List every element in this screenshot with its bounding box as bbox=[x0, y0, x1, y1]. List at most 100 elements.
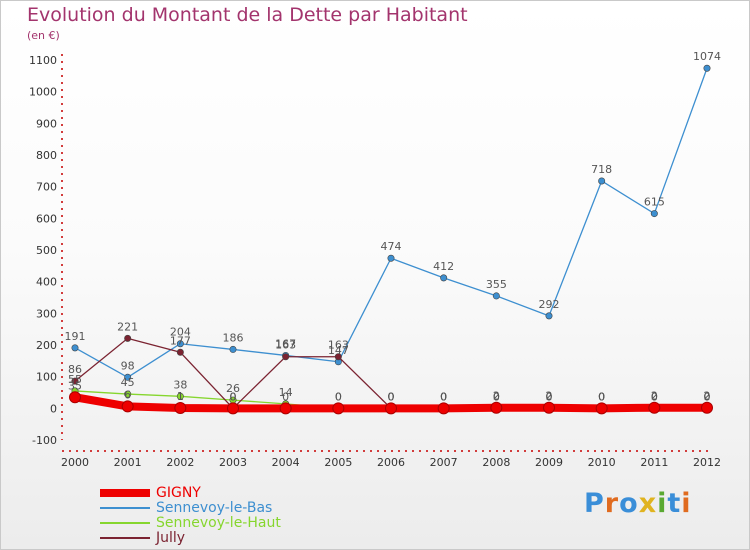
data-label-sennevoy-le-bas: 98 bbox=[121, 359, 135, 372]
logo-letter: P bbox=[584, 488, 605, 519]
data-point-sennevoy-le-bas bbox=[598, 177, 606, 185]
y-tick-label: 500 bbox=[36, 244, 57, 257]
data-point-sennevoy-le-bas bbox=[440, 274, 448, 282]
y-tick-label: 100 bbox=[36, 371, 57, 384]
legend-item-sennevoy-le-haut: Sennevoy-le-Haut bbox=[100, 515, 281, 530]
data-label-gigny: 0 bbox=[388, 390, 395, 403]
data-label-jully: 221 bbox=[117, 320, 138, 333]
data-point-gigny bbox=[279, 402, 292, 415]
legend-swatch-sennevoy-le-bas bbox=[100, 506, 150, 509]
data-label-sennevoy-le-bas: 147 bbox=[328, 344, 349, 357]
data-label-sennevoy-le-haut: 0 bbox=[546, 390, 553, 403]
data-label-jully: 163 bbox=[275, 339, 296, 352]
data-label-gigny: 1 bbox=[177, 390, 184, 403]
legend-swatch-jully bbox=[100, 536, 150, 539]
y-tick-label: 900 bbox=[36, 117, 57, 130]
y-tick-label: 1000 bbox=[29, 86, 57, 99]
chart-title: Evolution du Montant de la Dette par Hab… bbox=[27, 4, 468, 26]
data-point-gigny bbox=[595, 402, 608, 415]
data-label-sennevoy-le-haut: 14 bbox=[279, 386, 293, 399]
data-point-gigny bbox=[121, 400, 134, 413]
logo-letter: x bbox=[638, 488, 658, 519]
chart-axes: -100010020030040050060070080090010001100… bbox=[29, 54, 721, 469]
data-label-jully: 0 bbox=[598, 390, 605, 403]
data-point-jully bbox=[71, 377, 79, 385]
data-point-gigny bbox=[227, 402, 239, 415]
data-point-sennevoy-le-bas bbox=[124, 373, 132, 381]
x-tick-label: 2009 bbox=[535, 456, 563, 469]
data-label-sennevoy-le-bas: 474 bbox=[381, 240, 402, 253]
data-label-sennevoy-le-haut: 0 bbox=[598, 390, 605, 403]
legend-swatch-sennevoy-le-haut bbox=[100, 521, 150, 524]
x-tick-label: 2004 bbox=[272, 456, 300, 469]
legend-label-sennevoy-le-bas: Sennevoy-le-Bas bbox=[156, 499, 273, 516]
data-label-sennevoy-le-bas: 412 bbox=[433, 260, 454, 273]
data-label-sennevoy-le-haut: 55 bbox=[68, 373, 82, 386]
data-label-sennevoy-le-haut: 0 bbox=[704, 390, 711, 403]
data-label-jully: 0 bbox=[651, 390, 658, 403]
logo-letter: r bbox=[604, 488, 620, 519]
data-point-gigny bbox=[69, 391, 81, 404]
proxiti-logo: Proxiti bbox=[584, 488, 692, 519]
y-tick-label: 800 bbox=[36, 149, 57, 162]
data-point-gigny bbox=[385, 402, 397, 415]
legend-label-gigny: GIGNY bbox=[156, 484, 201, 501]
data-label-jully: 177 bbox=[170, 334, 191, 347]
data-label-jully: 0 bbox=[230, 390, 237, 403]
data-point-gigny bbox=[174, 402, 187, 415]
data-point-jully bbox=[124, 334, 132, 342]
data-point-sennevoy-le-bas bbox=[650, 210, 658, 218]
data-label-sennevoy-le-haut: 26 bbox=[226, 382, 240, 395]
data-label-jully: 0 bbox=[546, 390, 553, 403]
x-tick-label: 2007 bbox=[430, 456, 458, 469]
data-point-sennevoy-le-haut bbox=[124, 390, 132, 398]
data-point-gigny bbox=[701, 401, 713, 414]
logo-letter: i bbox=[657, 488, 668, 519]
data-label-gigny: 0 bbox=[335, 390, 342, 403]
y-tick-label: 700 bbox=[36, 181, 57, 194]
y-tick-label: 200 bbox=[36, 339, 57, 352]
y-tick-label: -100 bbox=[32, 434, 57, 447]
y-tick-label: 1100 bbox=[29, 54, 57, 67]
x-tick-label: 2006 bbox=[377, 456, 405, 469]
data-point-sennevoy-le-bas bbox=[71, 344, 79, 352]
x-tick-label: 2011 bbox=[640, 456, 668, 469]
data-point-gigny bbox=[437, 402, 450, 415]
x-tick-label: 2010 bbox=[588, 456, 616, 469]
data-label-jully: 0 bbox=[704, 390, 711, 403]
logo-letter: t bbox=[667, 488, 682, 519]
data-point-jully bbox=[282, 353, 290, 361]
data-point-sennevoy-le-bas bbox=[492, 292, 500, 300]
data-point-jully bbox=[334, 353, 342, 361]
data-label-sennevoy-le-bas: 355 bbox=[486, 278, 507, 291]
legend-item-gigny: GIGNY bbox=[100, 485, 281, 500]
x-tick-label: 2012 bbox=[693, 456, 721, 469]
data-label-gigny: 0 bbox=[598, 390, 605, 403]
legend-item-sennevoy-le-bas: Sennevoy-le-Bas bbox=[100, 500, 281, 515]
data-label-sennevoy-le-bas: 615 bbox=[644, 196, 665, 209]
data-label-sennevoy-le-bas: 167 bbox=[275, 337, 296, 350]
x-tick-label: 2000 bbox=[61, 456, 89, 469]
logo-letter: o bbox=[619, 488, 639, 519]
data-label-gigny: 2 bbox=[493, 390, 500, 403]
y-tick-label: 300 bbox=[36, 307, 57, 320]
data-label-jully: 0 bbox=[440, 390, 447, 403]
x-tick-label: 2005 bbox=[324, 456, 352, 469]
data-point-sennevoy-le-bas bbox=[387, 254, 395, 262]
data-label-sennevoy-le-haut: 38 bbox=[173, 378, 187, 391]
data-point-sennevoy-le-haut bbox=[176, 392, 184, 400]
data-point-sennevoy-le-bas bbox=[545, 312, 553, 320]
legend-item-jully: Jully bbox=[100, 530, 281, 545]
data-label-sennevoy-le-haut: 0 bbox=[440, 390, 447, 403]
data-label-gigny: 0 bbox=[282, 390, 289, 403]
data-point-sennevoy-le-bas bbox=[703, 64, 711, 72]
data-point-gigny bbox=[648, 401, 661, 414]
data-point-gigny bbox=[543, 401, 555, 414]
x-tick-label: 2002 bbox=[166, 456, 194, 469]
data-label-sennevoy-le-haut: 0 bbox=[388, 390, 395, 403]
data-label-gigny: 2 bbox=[651, 390, 658, 403]
x-tick-label: 2003 bbox=[219, 456, 247, 469]
